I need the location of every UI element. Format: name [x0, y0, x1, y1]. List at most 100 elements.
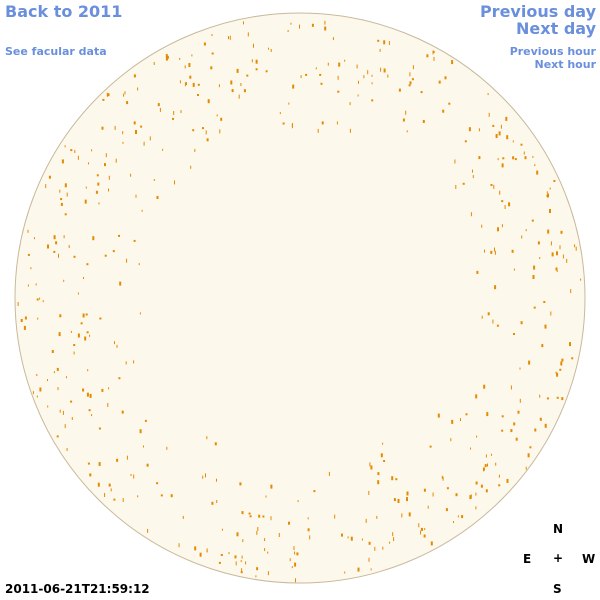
- facular-point: [220, 117, 223, 121]
- facular-point: [205, 473, 206, 478]
- facular-point: [356, 64, 358, 69]
- facular-point: [429, 445, 432, 448]
- facular-point: [238, 94, 240, 99]
- facular-point: [533, 265, 536, 270]
- facular-point: [517, 410, 520, 414]
- facular-point: [66, 448, 68, 451]
- facular-point: [531, 219, 534, 222]
- facular-point: [460, 418, 461, 422]
- facular-point: [498, 474, 500, 478]
- facular-point: [39, 297, 41, 300]
- facular-point: [279, 112, 281, 115]
- facular-point: [135, 130, 137, 134]
- facular-point: [246, 74, 249, 77]
- facular-point: [296, 552, 299, 556]
- facular-point: [77, 333, 80, 338]
- next-hour-link[interactable]: Next hour: [534, 58, 597, 71]
- facular-point: [188, 63, 191, 67]
- facular-point: [501, 163, 504, 168]
- facular-point: [365, 518, 367, 523]
- facular-point: [547, 229, 550, 234]
- previous-day-link[interactable]: Previous day: [479, 2, 596, 21]
- facular-point: [505, 116, 508, 121]
- back-link[interactable]: Back to 2011: [5, 2, 123, 21]
- facular-point: [483, 467, 485, 471]
- facular-point: [383, 460, 386, 462]
- facular-link[interactable]: See facular data: [5, 45, 107, 58]
- facular-point: [487, 93, 489, 96]
- previous-hour-link[interactable]: Previous hour: [509, 45, 596, 58]
- facular-point: [126, 258, 128, 263]
- facular-point: [337, 90, 340, 93]
- facular-point: [334, 514, 336, 519]
- facular-point: [63, 235, 65, 239]
- facular-point: [241, 555, 243, 559]
- facular-point: [468, 127, 471, 132]
- facular-point: [288, 521, 290, 525]
- facular-point: [357, 567, 360, 572]
- facular-point: [66, 192, 68, 197]
- facular-point: [442, 109, 445, 113]
- facular-point: [270, 49, 272, 52]
- facular-point: [462, 182, 465, 185]
- compass-north: N: [553, 522, 564, 536]
- facular-point: [194, 546, 197, 551]
- facular-point: [115, 158, 117, 163]
- facular-point: [214, 442, 217, 446]
- facular-point: [36, 298, 39, 301]
- facular-point: [107, 93, 110, 97]
- facular-point: [53, 371, 55, 374]
- facular-point: [205, 130, 207, 135]
- facular-point: [97, 182, 100, 186]
- facular-point: [521, 235, 523, 239]
- solar-disk: [14, 12, 586, 584]
- facular-point: [532, 275, 535, 279]
- facular-point: [256, 567, 259, 571]
- facular-point: [268, 47, 269, 50]
- facular-point: [32, 391, 34, 395]
- facular-point: [529, 446, 532, 449]
- facular-point: [488, 112, 490, 117]
- facular-point: [395, 478, 398, 481]
- facular-point: [534, 164, 536, 167]
- facular-point: [427, 505, 429, 509]
- facular-point: [297, 500, 299, 503]
- facular-point: [543, 301, 546, 303]
- facular-point: [61, 159, 64, 164]
- facular-point: [409, 81, 412, 85]
- facular-point: [501, 429, 504, 432]
- facular-point: [174, 180, 175, 185]
- facular-point: [512, 156, 515, 160]
- facular-point: [411, 78, 414, 81]
- facular-point: [126, 455, 128, 460]
- facular-point: [506, 478, 509, 483]
- facular-point: [60, 202, 63, 206]
- facular-point: [64, 145, 66, 148]
- facular-point: [243, 89, 246, 93]
- facular-point: [320, 82, 323, 85]
- facular-point: [27, 253, 30, 256]
- facular-point: [560, 361, 563, 366]
- facular-point: [99, 317, 102, 320]
- facular-point: [377, 39, 380, 42]
- facular-point: [338, 62, 341, 67]
- facular-point: [51, 350, 54, 353]
- facular-point: [493, 184, 495, 189]
- facular-point: [267, 571, 269, 576]
- facular-point: [143, 445, 144, 448]
- facular-point: [112, 250, 115, 253]
- facular-point: [278, 533, 280, 537]
- facular-point: [236, 532, 239, 537]
- facular-point: [184, 82, 186, 87]
- facular-point: [64, 213, 67, 216]
- facular-point: [108, 175, 110, 180]
- facular-point: [35, 283, 37, 286]
- facular-point: [123, 93, 125, 97]
- facular-point: [313, 490, 316, 493]
- facular-point: [324, 20, 326, 25]
- facular-point: [457, 515, 459, 518]
- next-day-link[interactable]: Next day: [516, 19, 596, 38]
- facular-point: [566, 258, 568, 263]
- facular-point: [495, 462, 497, 466]
